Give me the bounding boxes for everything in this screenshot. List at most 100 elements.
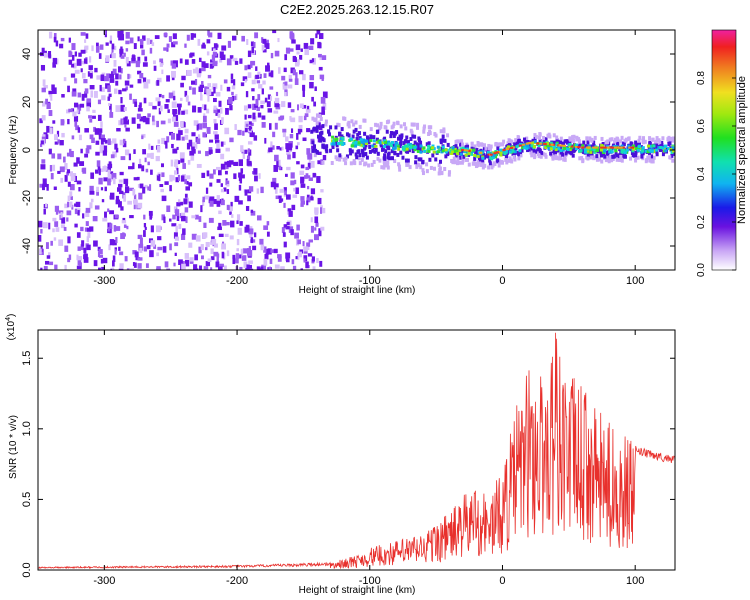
spectrogram-cell [297,59,300,65]
spectrogram-cell [146,79,151,84]
spectrogram-cell [237,129,242,136]
spectrogram-cell [585,146,589,149]
spectrogram-cell [100,258,104,264]
spectrogram-cell [60,177,64,183]
spectrogram-cell [527,147,531,152]
spectrogram-cell [60,224,65,229]
spectrogram-cell [444,148,448,152]
spectrogram-cell [628,146,632,149]
spectrogram-cell [292,69,296,76]
spectrogram-cell [554,150,558,155]
spectrogram-cell [184,193,188,199]
spectrogram-cell [119,171,124,176]
spectrogram-cell [115,147,119,153]
spectrogram-cell [157,101,161,107]
spectrogram-cell [261,115,266,120]
spectrogram-cell [245,205,250,211]
spectrogram-cell [111,53,116,59]
spectrogram-cell [256,106,260,112]
spectrogram-cell [548,134,552,139]
spectrogram-cell [637,142,641,147]
spectrogram-cell [599,153,603,158]
spectrogram-cell [109,239,115,246]
spectrogram-cell [451,146,455,150]
spectrogram-cell [319,133,323,138]
spectrogram-cell [292,265,297,270]
spectrogram-cell [577,146,581,149]
spectrogram-cell [206,39,211,44]
spectrogram-cell [452,156,456,161]
spectrogram-cell [201,81,204,85]
spectrogram-cell [97,99,102,105]
spectrogram-cell [194,143,198,149]
spectrogram-cell [309,81,314,89]
spectrogram-cell [631,146,635,149]
spectrogram-cell [236,248,239,252]
spectrogram-cell [75,125,80,131]
spectrogram-cell [568,148,572,152]
spectrogram-cell [217,226,222,231]
spectrogram-cell [627,136,631,141]
spectrogram-cell [266,39,269,44]
spectrogram-cell [255,66,258,71]
spectrogram-cell [41,87,46,93]
spectrogram-cell [98,249,103,255]
spectrogram-cell [429,165,433,170]
snr-background [38,330,675,570]
spectrogram-cell [231,91,234,96]
spectrogram-cell [314,86,317,92]
spectrogram-cell [216,179,221,183]
spectrogram-cell [391,147,395,151]
spectrogram-cell [42,222,48,229]
spectrogram-cell [95,151,100,156]
spectrogram-cell [249,231,253,238]
spectrogram-cell [68,108,73,113]
spectrogram-cell [293,179,297,185]
spectrogram-x-tick-label: -200 [226,275,248,287]
spectrogram-cell [559,136,563,141]
spectrogram-cell [58,239,64,246]
spectrogram-cell [309,196,314,201]
spectrogram-cell [180,212,186,218]
spectrogram-cell [157,246,163,251]
spectrogram-cell [360,157,364,162]
spectrogram-cell [608,155,612,160]
spectrogram-cell [253,135,258,141]
spectrogram-cell [226,221,230,226]
spectrogram-cell [216,200,221,207]
spectrogram-cell [277,254,282,259]
spectrogram-cell [325,144,329,149]
spectrogram-cell [194,214,199,220]
spectrogram-cell [549,141,553,145]
spectrogram-cell [108,161,112,165]
spectrogram-cell [46,183,49,191]
spectrogram-cell [319,56,324,61]
spectrogram-cell [446,142,450,147]
spectrogram-cell [321,106,325,113]
spectrogram-cell [268,123,272,130]
spectrogram-cell [372,139,376,143]
spectrogram-cell [170,60,175,66]
spectrogram-cell [672,147,675,152]
spectrogram-cell [561,152,565,157]
spectrogram-cell [166,75,170,82]
spectrogram-cell [620,150,624,154]
spectrogram-cell [86,145,92,150]
spectrogram-cell [181,263,186,270]
spectrogram-cell [123,178,129,185]
spectrogram-cell [413,146,417,150]
spectrogram-cell [113,177,116,185]
spectrogram-cell [606,146,610,149]
spectrogram-cell [386,160,390,165]
spectrogram-cell [251,171,255,175]
spectrogram-cell [269,258,273,264]
spectrogram-cell [441,134,445,139]
spectrogram-cell [167,109,170,113]
spectrogram-cell [443,138,447,143]
spectrogram-cell [472,148,476,152]
spectrogram-cell [89,69,93,73]
spectrogram-cell [103,165,107,172]
spectrogram-cell [86,100,92,108]
spectrogram-cell [89,134,94,140]
spectrogram-cell [290,67,295,74]
